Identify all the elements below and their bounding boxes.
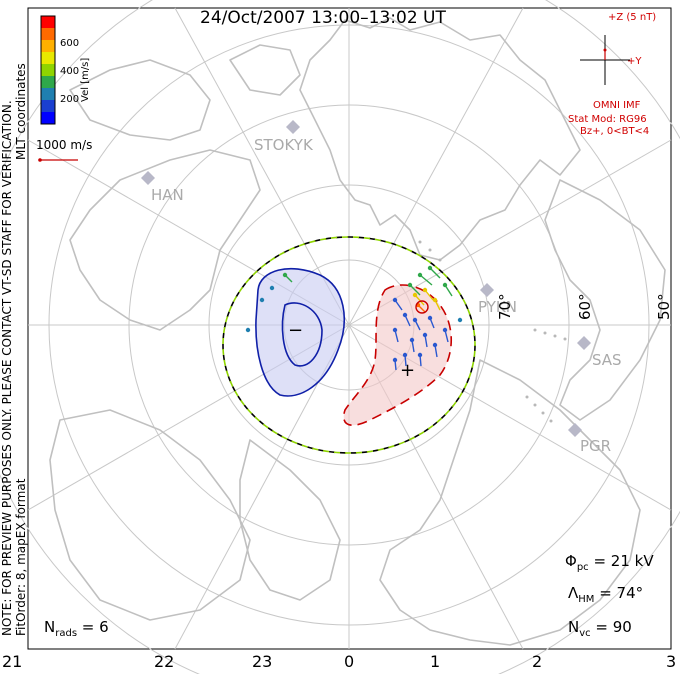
metric-hm-sub: HM — [578, 594, 595, 605]
metric-hm-value: = 74° — [594, 584, 644, 602]
negative-cell — [255, 267, 345, 397]
mlt-tick-3: 3 — [666, 652, 677, 671]
mlt-tick-0: 0 — [344, 652, 355, 671]
metric-vector-count: Nvc = 90 — [568, 618, 632, 639]
colorbar-tick-400: 400 — [60, 66, 80, 77]
colorbar-swatch — [41, 28, 55, 41]
colorbar-swatch — [41, 16, 55, 29]
map-title: 24/Oct/2007 13:00–13:02 UT — [200, 8, 446, 28]
preview-notice: NOTE: FOR PREVIEW PURPOSES ONLY. PLEASE … — [0, 100, 14, 636]
imf-condition: Bz+, 0<BT<4 — [580, 126, 650, 137]
imf-y-label: +Y — [627, 56, 642, 67]
metric-potential: Φpc = 21 kV — [565, 552, 654, 573]
colorbar-swatch — [41, 100, 55, 113]
coordinate-label: MLT coordinates — [14, 63, 28, 160]
velocity-colorbar — [41, 16, 55, 125]
colorbar-label: Vel [m/s] — [80, 57, 91, 102]
metric-potential-sub: pc — [576, 562, 589, 573]
metric-radar-count: Nrads = 6 — [44, 618, 109, 639]
vector-scale-dot — [38, 158, 42, 162]
latitude-label-50: 50° — [655, 293, 673, 320]
colorbar-tick-200: 200 — [60, 94, 80, 105]
colorbar-swatch — [41, 88, 55, 101]
vector-scale-label: 1000 m/s — [36, 138, 93, 152]
station-label-han: HAN — [151, 186, 184, 204]
colorbar-frame — [40, 15, 56, 125]
metric-nvc-symbol: N — [568, 618, 580, 636]
negative-cell-symbol: − — [288, 320, 304, 341]
metric-potential-value: = 21 kV — [588, 552, 654, 570]
hm-boundary-overlay — [222, 236, 476, 454]
velocity-vectors — [245, 265, 463, 371]
colorbar-swatch — [41, 40, 55, 53]
mlt-tick-2: 2 — [532, 652, 543, 671]
imf-vector-head — [603, 48, 607, 52]
station-label-pykn: PYKN — [478, 298, 517, 316]
metric-potential-symbol: Φ — [565, 552, 577, 570]
imf-z-label: +Z (5 nT) — [608, 12, 657, 23]
mlt-tick-23: 23 — [252, 652, 273, 671]
imf-source: OMNI IMF — [593, 100, 641, 111]
positive-cell — [343, 284, 452, 426]
station-markers — [141, 120, 591, 437]
metric-nrads-sub: rads — [55, 628, 78, 639]
colorbar-tick-600: 600 — [60, 38, 80, 49]
station-label-stokyk: STOKYK — [254, 136, 313, 154]
metric-nrads-symbol: N — [44, 618, 56, 636]
mlt-tick-21: 21 — [2, 652, 23, 671]
colorbar-swatch — [41, 112, 55, 125]
station-label-pgr: PGR — [580, 437, 612, 455]
metric-hm-symbol: Λ — [568, 584, 579, 602]
imf-model: Stat Mod: RG96 — [568, 114, 647, 125]
mlt-tick-1: 1 — [430, 652, 441, 671]
colorbar-swatch — [41, 76, 55, 89]
station-label-sas: SAS — [592, 351, 622, 369]
fit-info: FitOrder: 8, mapEX format — [14, 478, 28, 636]
negative-cell-inner — [281, 302, 323, 367]
latitude-label-60: 60° — [576, 293, 594, 320]
metric-nvc-sub: vc — [579, 628, 591, 639]
metric-nrads-value: = 6 — [77, 618, 109, 636]
colorbar-swatch — [41, 52, 55, 65]
coastlines — [49, 17, 666, 646]
metric-nvc-value: = 90 — [590, 618, 632, 636]
mlt-tick-22: 22 — [154, 652, 175, 671]
station-dots — [418, 240, 567, 423]
positive-cell-symbol: + — [400, 360, 416, 381]
metric-hm-latitude: ΛHM = 74° — [568, 584, 643, 605]
latitude-label-70: 70° — [496, 293, 514, 320]
colorbar-swatch — [41, 64, 55, 77]
magnetic-pole-marker — [415, 300, 429, 314]
